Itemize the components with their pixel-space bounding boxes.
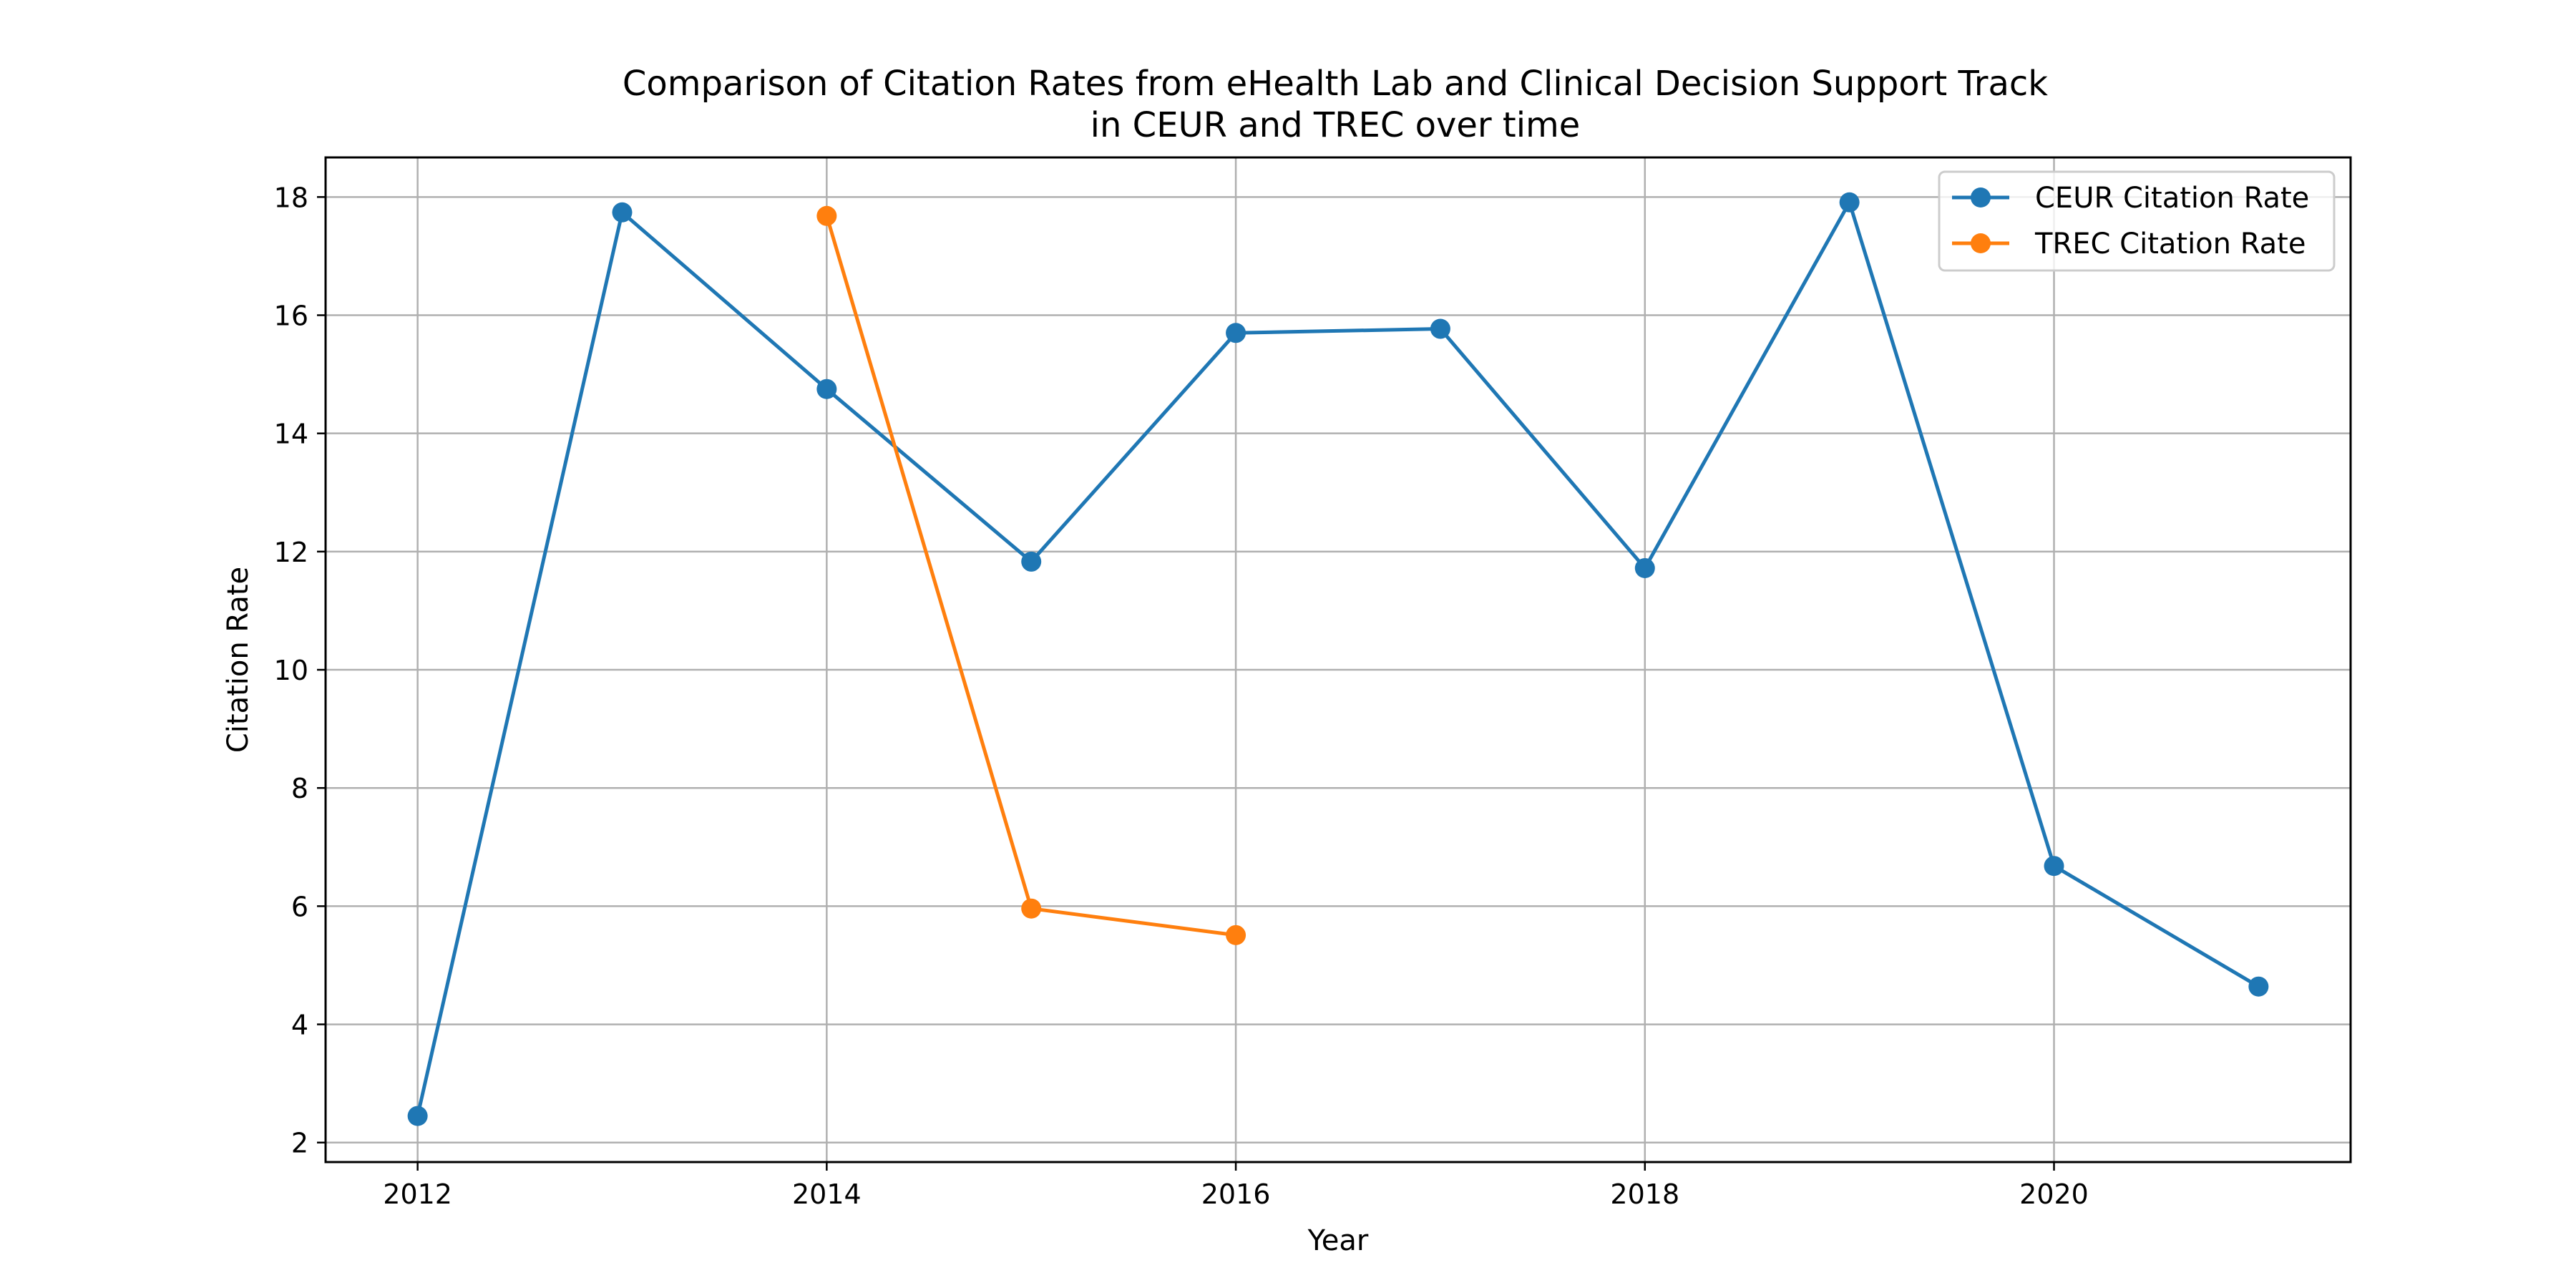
ceur-citation-rate-point: [407, 1106, 428, 1126]
ceur-citation-rate-point: [612, 202, 633, 223]
trec-citation-rate-point: [816, 205, 837, 226]
trec-citation-rate-point: [1226, 924, 1246, 945]
ceur-citation-rate-point: [1839, 192, 1860, 213]
legend-label-ceur: CEUR Citation Rate: [2035, 182, 2309, 215]
y-tick-label: 14: [274, 419, 308, 450]
ceur-citation-rate-line: [416, 200, 2260, 1117]
series-layer: [407, 192, 2269, 1126]
x-tick-label: 2018: [1610, 1179, 1679, 1210]
chart-title-line-2: in CEUR and TREC over time: [1091, 105, 1581, 145]
legend-label-trec: TREC Citation Rate: [2034, 228, 2306, 260]
y-tick-label: 18: [274, 182, 308, 213]
x-tick-label: 2020: [2019, 1179, 2089, 1210]
tick-layer: 2012 2014 2016 2018 2020 2 4 6 8 10 12 14 16 18: [274, 182, 2089, 1210]
legend-marker-ceur: [1971, 187, 1991, 208]
y-tick-label: 4: [291, 1010, 308, 1041]
ceur-citation-rate-point: [1430, 318, 1450, 339]
x-tick-label: 2016: [1201, 1179, 1271, 1210]
x-tick-label: 2012: [383, 1179, 452, 1210]
y-tick-label: 6: [291, 891, 308, 922]
ceur-citation-rate-point: [1634, 557, 1655, 578]
y-tick-label: 8: [291, 773, 308, 804]
ceur-citation-rate-point: [816, 379, 837, 399]
x-tick-label: 2014: [792, 1179, 862, 1210]
series-trec-citation-rate: [816, 205, 1246, 945]
y-tick-label: 12: [274, 537, 308, 568]
legend-marker-trec: [1971, 233, 1991, 253]
y-tick-label: 16: [274, 301, 308, 332]
legend: CEUR Citation Rate TREC Citation Rate: [1938, 170, 2336, 272]
ceur-citation-rate-point: [1021, 551, 1042, 572]
plot-area-frame: [324, 156, 2352, 1163]
series-ceur-citation-rate: [407, 192, 2269, 1126]
ceur-citation-rate-point: [1226, 323, 1246, 343]
ceur-citation-rate-point: [2044, 856, 2064, 877]
y-tick-label: 2: [291, 1128, 308, 1159]
chart-title-line-1: Comparison of Citation Rates from eHealt…: [623, 64, 2048, 104]
ceur-citation-rate-point: [2248, 976, 2269, 997]
legend-box: [1938, 170, 2336, 272]
y-tick-label: 10: [274, 655, 308, 686]
y-axis-label: Citation Rate: [222, 567, 255, 753]
x-axis-label: Year: [1307, 1224, 1369, 1257]
trec-citation-rate-point: [1021, 898, 1042, 919]
